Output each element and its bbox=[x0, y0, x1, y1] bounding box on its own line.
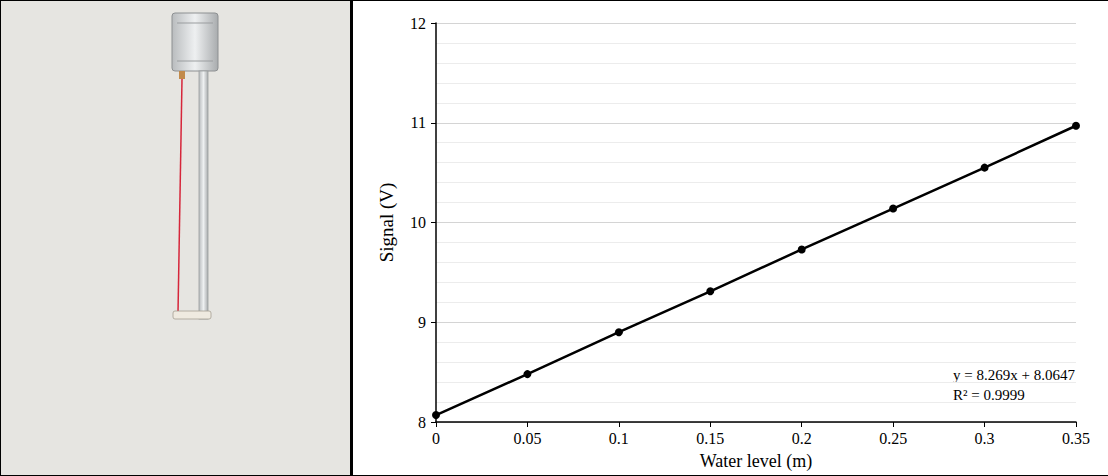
svg-text:0.35: 0.35 bbox=[1062, 430, 1090, 447]
svg-text:0.05: 0.05 bbox=[513, 430, 541, 447]
svg-text:0.3: 0.3 bbox=[975, 430, 995, 447]
svg-text:0.2: 0.2 bbox=[792, 430, 812, 447]
svg-text:Signal (V): Signal (V) bbox=[376, 183, 398, 263]
svg-text:y = 8.269x + 8.0647: y = 8.269x + 8.0647 bbox=[953, 367, 1075, 383]
svg-text:0: 0 bbox=[432, 430, 440, 447]
svg-text:0.15: 0.15 bbox=[696, 430, 724, 447]
svg-text:12: 12 bbox=[410, 15, 426, 32]
svg-text:0.25: 0.25 bbox=[879, 430, 907, 447]
svg-text:0.1: 0.1 bbox=[609, 430, 629, 447]
svg-text:10: 10 bbox=[410, 214, 426, 231]
svg-text:9: 9 bbox=[418, 314, 426, 331]
svg-text:R² = 0.9999: R² = 0.9999 bbox=[953, 387, 1025, 403]
svg-text:8: 8 bbox=[418, 414, 426, 431]
svg-text:11: 11 bbox=[411, 114, 426, 131]
svg-text:Water level (m): Water level (m) bbox=[700, 451, 813, 472]
